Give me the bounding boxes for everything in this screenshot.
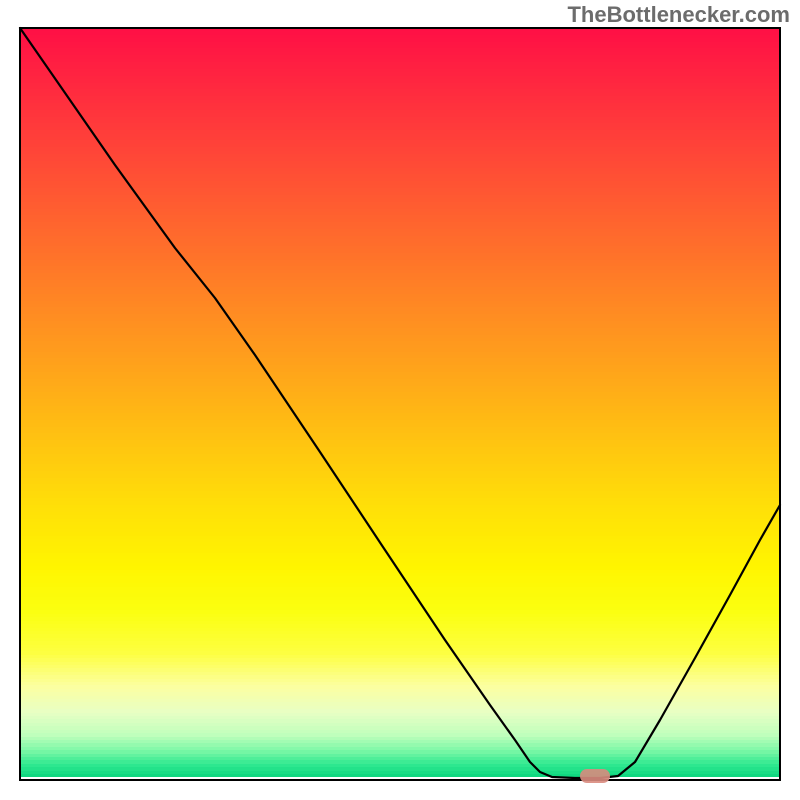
plot-border: [20, 28, 780, 780]
bottleneck-chart: TheBottlenecker.com: [0, 0, 800, 800]
bottleneck-curve: [20, 28, 780, 778]
optimal-marker: [580, 769, 610, 783]
watermark-text: TheBottlenecker.com: [567, 2, 790, 28]
chart-overlay: [0, 0, 800, 800]
